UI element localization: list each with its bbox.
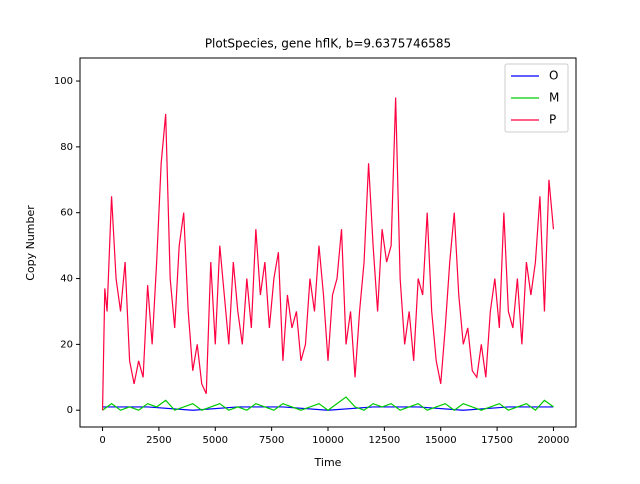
legend-label: M	[549, 91, 559, 105]
x-tick-label: 17500	[481, 435, 513, 446]
legend-label: P	[549, 113, 556, 127]
y-tick-label: 100	[54, 76, 73, 87]
x-tick-label: 20000	[538, 435, 570, 446]
y-tick-label: 40	[60, 274, 73, 285]
x-tick-label: 0	[99, 435, 105, 446]
series-line	[102, 396, 554, 412]
x-tick-label: 2500	[146, 435, 171, 446]
series-line	[101, 97, 555, 411]
y-axis-label: Copy Number	[24, 205, 37, 281]
x-tick-label: 10000	[312, 435, 344, 446]
x-axis-label: Time	[314, 456, 342, 469]
x-tick-label: 7500	[259, 435, 284, 446]
legend: OMP	[504, 63, 569, 133]
plot-frame	[79, 57, 577, 428]
chart-title: PlotSpecies, gene hflK, b=9.6375746585	[205, 37, 451, 51]
y-tick-label: 0	[67, 405, 73, 416]
y-tick-label: 80	[60, 142, 73, 153]
y-tick-label: 20	[60, 339, 73, 350]
y-tick-label: 60	[60, 208, 73, 219]
legend-label: O	[549, 69, 558, 83]
x-tick-label: 12500	[368, 435, 400, 446]
x-tick-label: 5000	[203, 435, 228, 446]
x-tick-label: 15000	[425, 435, 457, 446]
